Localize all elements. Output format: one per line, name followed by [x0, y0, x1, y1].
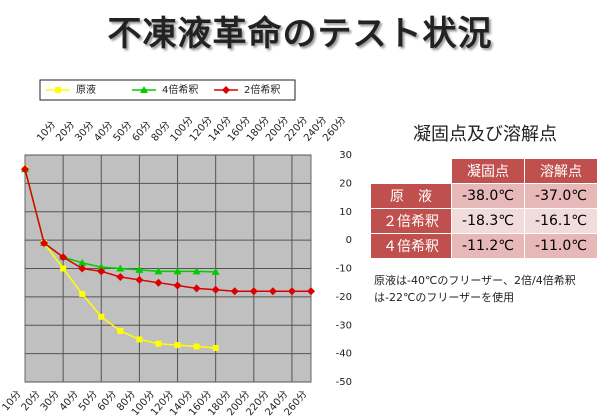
cell: -18.3℃ — [451, 208, 525, 234]
marker — [287, 287, 296, 296]
row: ４倍希釈 -11.2℃ -11.0℃ — [370, 233, 598, 259]
x-tick-label-top: 40分 — [92, 119, 116, 144]
table: 凝固点 溶解点 原 液 -38.0℃ -37.0℃ ２倍希釈 -18.3℃ -16.1℃… — [370, 158, 598, 259]
marker — [230, 287, 239, 296]
marker — [78, 264, 87, 273]
row-label: ４倍希釈 — [370, 233, 452, 259]
marker — [98, 313, 105, 320]
marker — [116, 273, 125, 282]
note: 原液は-40℃のフリーザー、2倍/4倍希釈は-22℃のフリーザーを使用 — [374, 274, 576, 304]
marker — [307, 287, 315, 296]
cell: -37.0℃ — [524, 183, 598, 209]
marker — [154, 267, 163, 275]
marker — [192, 267, 201, 275]
x-tick-label-bottom: 50分 — [76, 388, 100, 413]
y-tick-label: -10 — [336, 264, 352, 275]
corner — [370, 158, 452, 184]
marker — [135, 275, 144, 284]
y-tick-label: 10 — [339, 207, 352, 218]
cell: -11.0℃ — [524, 233, 598, 259]
marker — [211, 267, 220, 275]
cell: -38.0℃ — [451, 183, 525, 209]
x-tick-label-top: 60分 — [130, 119, 154, 144]
x-tick-label-top: 80分 — [149, 119, 173, 144]
marker — [79, 291, 86, 298]
header-cell: 溶解点 — [524, 158, 598, 184]
y-tick-label: 30 — [339, 150, 352, 161]
x-tick-label-top: 20分 — [53, 119, 77, 144]
marker — [97, 263, 106, 271]
row-label: ２倍希釈 — [370, 208, 452, 234]
marker — [222, 86, 230, 94]
series-line — [24, 169, 311, 292]
marker — [249, 287, 258, 296]
y-tick-label: -50 — [336, 377, 352, 388]
marker — [268, 287, 277, 296]
y-tick-label: -30 — [336, 320, 352, 331]
header-cell: 凝固点 — [451, 158, 525, 184]
header-row: 凝固点 溶解点 — [370, 158, 598, 184]
legend-box — [39, 79, 296, 101]
marker — [60, 265, 67, 272]
marker — [173, 281, 182, 290]
marker — [55, 87, 61, 93]
marker — [155, 340, 162, 347]
x-tick-label-bottom: 10分 — [0, 388, 24, 413]
marker — [40, 238, 49, 247]
table-title: 凝固点及び溶解点 — [413, 124, 557, 145]
x-tick-label-bottom: 60分 — [95, 388, 119, 413]
page-title: 不凍液革命のテスト状況 — [107, 14, 493, 54]
marker — [173, 267, 182, 275]
legend-label: 4倍希釈 — [162, 83, 198, 96]
y-tick-label: 0 — [346, 235, 352, 246]
cell: -11.2℃ — [451, 233, 525, 259]
marker — [212, 344, 219, 351]
x-tick-label-top: 10分 — [34, 119, 58, 144]
marker — [174, 342, 181, 349]
y-tick-label: 20 — [339, 178, 352, 189]
marker — [21, 165, 29, 174]
x-tick-label-top: 30分 — [73, 119, 97, 144]
legend-label: 2倍希釈 — [244, 83, 280, 96]
marker — [154, 278, 163, 287]
x-tick-label-bottom: 30分 — [38, 388, 62, 413]
marker — [78, 258, 87, 266]
marker — [135, 265, 144, 273]
marker — [117, 327, 124, 334]
cell: -16.1℃ — [524, 208, 598, 234]
marker — [136, 336, 143, 343]
marker — [97, 267, 106, 276]
legend-label: 原液 — [76, 83, 96, 96]
marker — [140, 86, 148, 93]
row-label: 原 液 — [370, 183, 452, 209]
marker — [193, 343, 200, 350]
row: ２倍希釈 -18.3℃ -16.1℃ — [370, 208, 598, 234]
chart: 3020100-10-20-30-40-5010分10分20分20分30分30分… — [0, 79, 352, 418]
marker — [211, 285, 220, 294]
x-tick-label-bottom: 20分 — [19, 388, 43, 413]
marker — [192, 284, 201, 293]
marker — [59, 253, 68, 262]
x-tick-label-top: 50分 — [111, 119, 135, 144]
y-tick-label: -20 — [336, 292, 352, 303]
y-tick-label: -40 — [336, 349, 352, 360]
marker — [116, 264, 125, 272]
x-tick-label-bottom: 40分 — [57, 388, 81, 413]
row: 原 液 -38.0℃ -37.0℃ — [370, 183, 598, 209]
